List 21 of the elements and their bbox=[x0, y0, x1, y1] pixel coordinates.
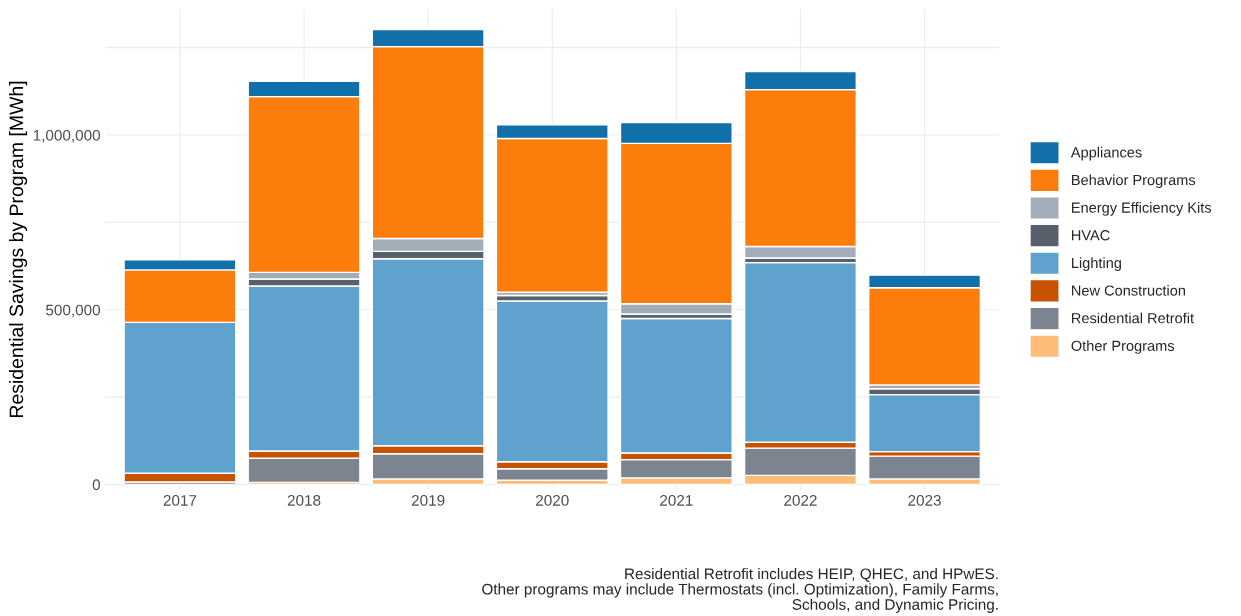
legend-label: Appliances bbox=[1070, 146, 1142, 161]
text: Residential Retrofit includes HEIP, QHEC, and HPwES. Other programs may include Thermostats (incl. Optimization), Family Farms, Schools, and Dynamic Pricing. bbox=[482, 567, 998, 613]
y-tick-label: 500,000 bbox=[46, 304, 101, 318]
legend-label: Other Programs bbox=[1071, 340, 1175, 354]
legend-label: Lighting bbox=[1072, 257, 1121, 271]
legend-label: HVAC bbox=[1072, 230, 1110, 241]
x-tick-label: 2020 bbox=[536, 494, 569, 506]
x-tick-label: 2022 bbox=[784, 494, 817, 506]
y-tick-label: 1,000,000 bbox=[33, 129, 101, 143]
y-tick-label: 0 bbox=[92, 479, 101, 491]
x-tick-label: 2023 bbox=[908, 494, 941, 506]
x-tick-label: 2019 bbox=[411, 494, 445, 506]
x-tick-label: 2021 bbox=[660, 494, 693, 506]
bar bbox=[868, 393, 982, 453]
x-tick-label: 2018 bbox=[287, 494, 321, 506]
y-axis-title: Residential Savings by Program [MWh] bbox=[8, 81, 28, 417]
legend-label: Energy Efficiency Kits bbox=[1072, 202, 1212, 216]
legend-label: New Construction bbox=[1072, 284, 1185, 296]
x-tick-label: 2017 bbox=[163, 494, 197, 506]
legend-label: Residential Retrofit bbox=[1072, 312, 1194, 324]
legend-label: Behavior Programs bbox=[1072, 174, 1196, 189]
